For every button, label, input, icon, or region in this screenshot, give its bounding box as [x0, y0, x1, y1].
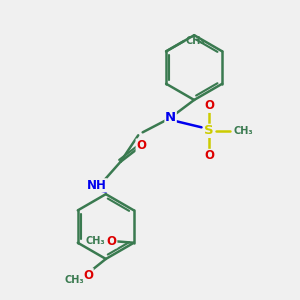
Text: CH₃: CH₃ [185, 36, 205, 46]
Text: CH₃: CH₃ [234, 126, 254, 136]
Text: N: N [165, 111, 176, 124]
Text: O: O [204, 149, 214, 162]
Text: O: O [83, 268, 93, 282]
Text: CH₃: CH₃ [64, 274, 84, 285]
Text: O: O [136, 139, 146, 152]
Text: NH: NH [87, 179, 107, 192]
Text: CH₃: CH₃ [86, 236, 105, 246]
Text: S: S [204, 124, 214, 137]
Text: O: O [107, 235, 117, 248]
Text: O: O [204, 99, 214, 112]
